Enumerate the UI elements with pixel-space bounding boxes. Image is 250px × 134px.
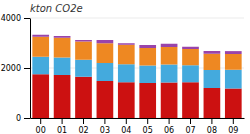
bar	[75, 60, 92, 77]
tick-mark	[211, 118, 212, 124]
x-axis: 00 01 02 03 04 05 06 07 08 09	[31, 118, 245, 134]
bar	[225, 89, 242, 119]
tick-label: 02	[78, 126, 88, 134]
tick-mark	[24, 18, 30, 19]
tick-mark	[190, 118, 191, 124]
tick-mark	[169, 118, 170, 124]
bar	[204, 70, 221, 88]
tick: 2000	[1, 64, 30, 73]
tick: 4000	[1, 14, 30, 23]
bar	[54, 36, 71, 38]
tick-label: 01	[57, 126, 67, 134]
bar	[182, 49, 199, 65]
bar	[75, 40, 92, 42]
tick-mark	[147, 118, 148, 124]
tick-mark	[62, 118, 63, 124]
bar	[204, 88, 221, 118]
bar	[54, 58, 71, 76]
bar	[32, 57, 49, 75]
tick: 07	[185, 118, 195, 134]
tick: 04	[121, 118, 131, 134]
series	[32, 37, 241, 70]
bar	[225, 51, 242, 54]
title: kton CO2e	[30, 3, 83, 14]
tick-label: 07	[185, 126, 195, 134]
tick-mark	[104, 118, 105, 124]
tick-mark	[83, 118, 84, 124]
bar	[97, 40, 114, 43]
bar	[139, 83, 156, 118]
bar	[118, 64, 135, 82]
plot: 0 2000 4000 00 01 02 03 04 05 06 07 08 09	[1, 14, 245, 134]
y-axis: 0 2000 4000	[1, 14, 31, 123]
chart: 0 2000 4000 00 01 02 03 04 05 06 07 08 09 kton CO2e	[0, 0, 250, 134]
tick: 01	[57, 118, 67, 134]
axis-line	[30, 19, 31, 119]
bar	[161, 65, 178, 83]
tick-mark	[126, 118, 127, 124]
bar	[54, 75, 71, 118]
tick: 09	[228, 118, 238, 134]
bar	[161, 47, 178, 65]
bar	[182, 65, 199, 82]
bar	[118, 43, 135, 45]
tick-mark	[40, 118, 41, 124]
bar	[75, 42, 92, 60]
tick-label: 00	[36, 126, 46, 134]
bar	[225, 54, 242, 70]
grid	[30, 18, 244, 118]
tick-mark	[24, 68, 30, 69]
grid-line	[30, 18, 244, 19]
bar	[32, 74, 49, 118]
tick-label: 4000	[1, 14, 21, 23]
tick: 0	[16, 114, 30, 123]
tick: 08	[207, 118, 217, 134]
tick-label: 06	[164, 126, 174, 134]
tick-label: 09	[228, 126, 238, 134]
tick: 00	[36, 118, 46, 134]
bar	[182, 82, 199, 118]
bar	[182, 47, 199, 49]
tick-mark	[233, 118, 234, 124]
bar	[225, 70, 242, 89]
bar	[161, 44, 178, 47]
tick: 02	[78, 118, 88, 134]
bar	[54, 38, 71, 58]
tick: 03	[100, 118, 110, 134]
bar	[139, 66, 156, 84]
bar	[32, 35, 49, 37]
bar	[204, 54, 221, 70]
bar	[118, 82, 135, 118]
tick: 05	[143, 118, 153, 134]
bar	[139, 48, 156, 66]
bar	[97, 43, 114, 63]
bars	[32, 35, 241, 118]
tick-label: 0	[16, 114, 21, 123]
tick-label: 03	[100, 126, 110, 134]
bar	[139, 45, 156, 48]
tick-label: 04	[121, 126, 131, 134]
bar	[97, 81, 114, 118]
tick-label: 2000	[1, 64, 21, 73]
bar	[32, 37, 49, 57]
bar	[97, 63, 114, 81]
bar	[161, 83, 178, 119]
tick-label: 08	[207, 126, 217, 134]
bar	[204, 51, 221, 54]
tick-label: 05	[143, 126, 153, 134]
tick: 06	[164, 118, 174, 134]
bar	[118, 45, 135, 65]
tick-mark	[24, 118, 30, 119]
bar	[75, 77, 92, 118]
series	[32, 35, 241, 54]
